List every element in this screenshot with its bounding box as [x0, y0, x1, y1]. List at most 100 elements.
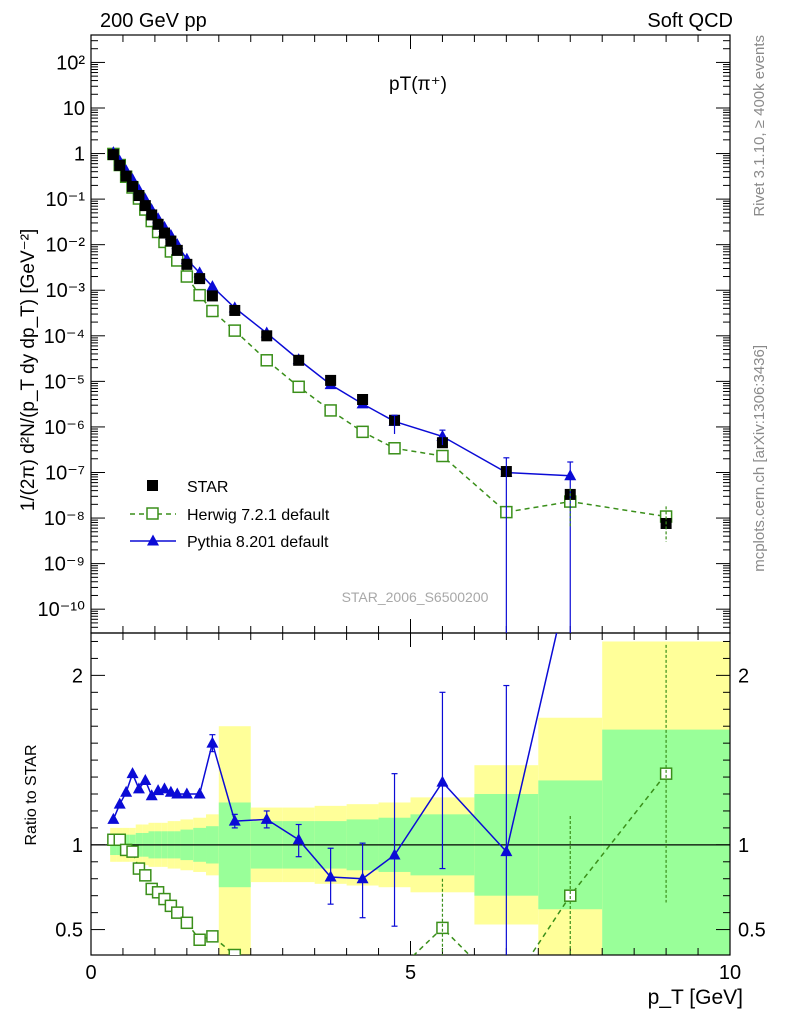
ratio-y-tick-label-right: 1 [738, 835, 749, 857]
plot-title: pT(π⁺) [389, 74, 447, 95]
legend-entry-label: Pythia 8.201 default [187, 534, 329, 551]
star-data-marker [357, 393, 369, 405]
star-data-marker [139, 200, 151, 212]
star-data-marker [194, 273, 206, 285]
ratio-herwig-marker [293, 965, 304, 976]
watermark-label: STAR_2006_S6500200 [342, 589, 489, 605]
star-data-marker [158, 227, 170, 239]
main-pythia-marker [206, 280, 219, 292]
side-bottom-label: mcplots.cern.ch [arXiv:1306:3436] [751, 345, 768, 572]
ratio-y-tick-label: 2 [72, 665, 83, 687]
legend-herwig-marker [146, 507, 159, 520]
main-y-tick-label: 1 [74, 144, 85, 166]
ratio-pythia-marker [180, 787, 193, 799]
ratio-y-tick-label: 1 [72, 835, 83, 857]
main-herwig-marker [388, 442, 401, 455]
ratio-pythia-marker [126, 767, 139, 779]
ratio-herwig-marker [139, 869, 152, 882]
star-data-marker [114, 159, 126, 171]
ratio-pythia-marker [158, 782, 171, 794]
ratio-x-tick-label: 5 [405, 962, 416, 984]
main-herwig-marker [193, 288, 206, 302]
ratio-ylabel: Ratio to STAR [23, 744, 40, 845]
star-data-marker [181, 258, 193, 270]
main-y-tick-label: 10⁻⁶ [44, 417, 85, 439]
star-data-marker [152, 218, 164, 230]
ratio-herwig-marker [325, 972, 336, 983]
ratio-herwig-marker [206, 930, 219, 943]
star-data-marker [146, 209, 158, 221]
main-error-bars [391, 414, 574, 633]
ratio-herwig-marker [261, 960, 272, 971]
main-y-tick-label: 10² [56, 52, 85, 74]
main-series-solid [107, 146, 577, 481]
ratio-y-tick-label-right: 0.5 [738, 920, 766, 942]
main-y-tick-label: 10⁻⁹ [44, 554, 85, 576]
main-ylabel: 1/(2π) d²N/(p_T dy dp_T) [GeV⁻²] [18, 229, 39, 512]
star-data-marker [206, 290, 218, 302]
main-y-tick-label: 10⁻⁷ [45, 462, 85, 484]
ratio-herwig-marker [228, 948, 242, 955]
main-series-data [107, 149, 672, 529]
ratio-pythia-marker [145, 789, 158, 801]
main-herwig-marker [356, 425, 369, 439]
ratio-pythia-marker [113, 797, 126, 809]
ratio-series-dashed [107, 767, 673, 998]
main-y-tick-label: 10⁻¹⁰ [38, 599, 85, 621]
ratio-herwig-marker [171, 906, 184, 919]
side-top-label: Rivet 3.1.10, ≥ 400k events [751, 35, 768, 217]
star-data-marker [133, 190, 145, 202]
ratio-herwig-marker [389, 968, 400, 979]
star-data-marker [171, 244, 183, 256]
ratio-pythia-marker [171, 787, 184, 799]
ratio-herwig-marker [113, 833, 127, 847]
ratio-herwig-marker [659, 767, 673, 780]
star-data-marker [165, 235, 177, 247]
star-data-marker [293, 354, 305, 366]
ratio-pythia-marker [139, 773, 152, 785]
main-herwig-marker [260, 354, 273, 367]
main-herwig-marker [180, 270, 194, 283]
legend-pythia-marker [147, 534, 159, 546]
ratio-y-tick-label: 0.5 [55, 920, 83, 942]
main-herwig-marker [228, 324, 242, 337]
ratio-herwig-marker [126, 845, 139, 858]
ratio-herwig-marker [158, 892, 171, 906]
main-y-tick-label: 10⁻⁸ [44, 508, 85, 530]
ratio-herwig-marker [436, 921, 449, 935]
star-data-marker [127, 180, 139, 192]
main-y-tick-label: 10⁻² [46, 235, 86, 257]
star-data-marker [107, 149, 119, 161]
ratio-y-tick-label-right: 2 [738, 665, 749, 687]
main-series-dashed [107, 147, 673, 523]
legend-star-marker [147, 480, 158, 491]
main-y-tick-label: 10⁻⁴ [44, 326, 85, 348]
ratio-herwig-marker [151, 886, 165, 899]
ratio-herwig-marker [501, 987, 512, 998]
legend-entry-label: STAR [187, 479, 228, 496]
main-y-tick-label: 10⁻³ [46, 280, 86, 302]
ratio-herwig-error-bars [441, 644, 667, 955]
ratio-herwig-marker [164, 899, 178, 913]
legend: STAR Herwig 7.2.1 default Pythia 8.201 def… [130, 479, 330, 551]
ratio-herwig-marker [180, 916, 194, 930]
ratio-pythia-marker [193, 787, 206, 799]
x-axis-label: p_T [GeV] [648, 986, 743, 1009]
main-herwig-marker [436, 449, 449, 463]
main-herwig-marker [292, 380, 305, 394]
main-y-tick-label: 10⁻⁵ [44, 371, 85, 393]
star-data-marker [261, 330, 273, 342]
ratio-herwig-marker [132, 862, 146, 875]
ratio-herwig-marker [357, 975, 368, 986]
main-herwig-marker [206, 304, 219, 318]
ratio-pythia-marker [132, 782, 145, 794]
ratio-x-tick-label: 10 [719, 962, 741, 984]
ratio-pythia-marker [120, 785, 133, 797]
main-herwig-marker [324, 404, 337, 417]
main-herwig-error-bars [569, 488, 667, 542]
ratio-pythia-marker [107, 812, 120, 824]
ratio-x-tick-label: 0 [85, 962, 96, 984]
star-data-marker [229, 304, 241, 316]
star-data-marker [120, 170, 132, 182]
